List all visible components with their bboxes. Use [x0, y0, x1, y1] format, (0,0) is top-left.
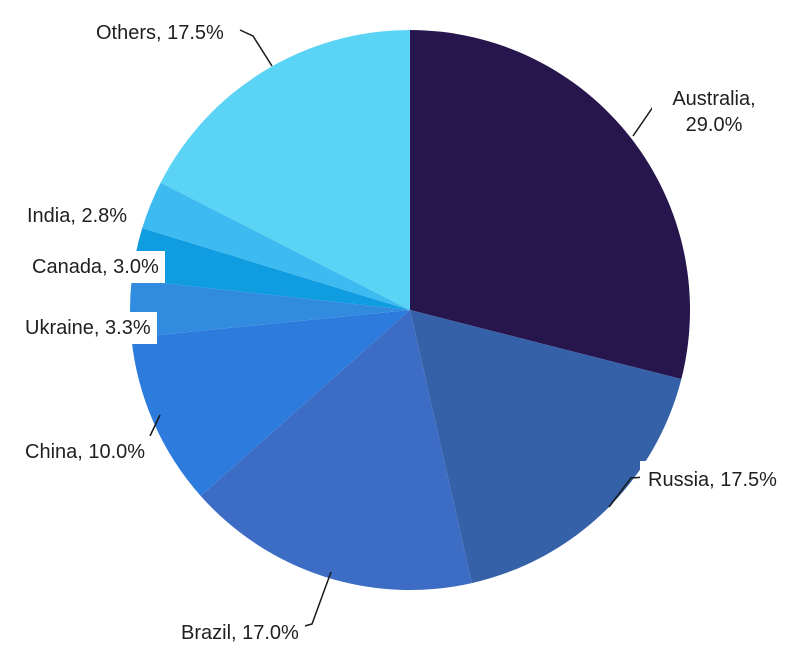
slice-label-canada: Canada, 3.0%	[26, 251, 165, 283]
leader-line-others	[239, 29, 273, 67]
pie-slice-australia	[410, 30, 691, 380]
slice-label-china: China, 10.0%	[19, 436, 152, 468]
leader-line-china	[149, 414, 161, 437]
slice-label-india: India, 2.8%	[21, 200, 134, 232]
slice-label-australia: Australia, 29.0%	[652, 83, 776, 141]
pie-slice-india	[142, 182, 410, 310]
slice-label-ukraine: Ukraine, 3.3%	[19, 312, 157, 344]
pie-slice-ukraine	[130, 279, 411, 338]
pie-slice-canada	[131, 228, 410, 310]
slice-label-brazil: Brazil, 17.0%	[175, 617, 305, 649]
pie-slice-others	[160, 30, 410, 310]
pie-slice-russia	[410, 310, 682, 584]
leader-line-brazil	[300, 571, 332, 628]
slice-label-russia: Russia, 17.5%	[640, 461, 785, 499]
slice-label-others: Others, 17.5%	[90, 17, 230, 49]
pie-slice-china	[131, 310, 410, 496]
pie-slice-brazil	[200, 310, 472, 591]
